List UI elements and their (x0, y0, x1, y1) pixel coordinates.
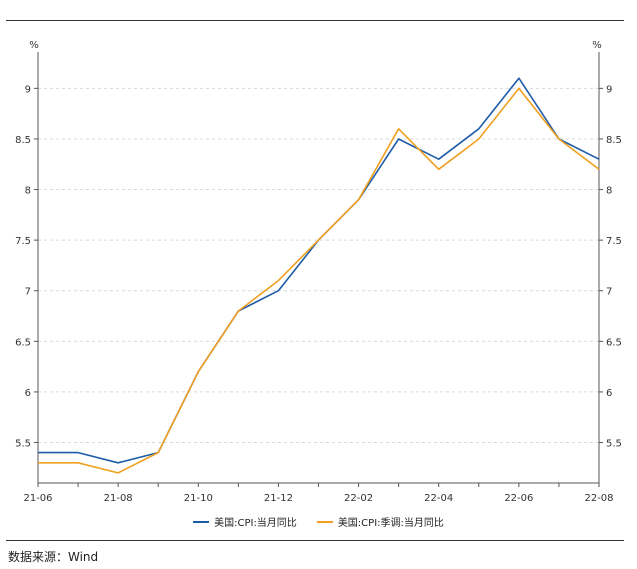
y-tick-label-right: 9 (606, 84, 612, 95)
x-tick-label: 22-08 (584, 493, 613, 504)
legend-item-series-1: 美国:CPI:当月同比 (193, 514, 297, 529)
legend-swatch-series-1 (193, 520, 210, 523)
axes (34, 52, 603, 487)
y-tick-label-left: 8.5 (15, 135, 31, 146)
y-unit-label-left: % (29, 40, 39, 51)
y-tick-label-left: 5.5 (15, 439, 31, 450)
y-tick-label-right: 7 (606, 287, 612, 298)
y-tick-label-right: 5.5 (606, 439, 622, 450)
y-tick-label-left: 7 (25, 287, 31, 298)
x-tick-label: 22-04 (424, 493, 453, 504)
top-rule (6, 20, 624, 21)
legend: 美国:CPI:当月同比 美国:CPI:季调:当月同比 (0, 514, 637, 529)
bottom-rule (6, 540, 624, 541)
x-tick-label: 21-06 (23, 493, 52, 504)
grid-lines (38, 87, 599, 444)
line-chart: 5.5 5.5 6 6 6.5 6.5 7 7 7.5 7.5 8 8 8.5 8.5 9 9% % 21-06 2… (15, 40, 622, 504)
x-tick-label: 21-12 (264, 493, 293, 504)
x-tick-label: 22-06 (504, 493, 533, 504)
legend-label-series-2: 美国:CPI:季调:当月同比 (337, 518, 444, 529)
x-tick-label: 21-10 (184, 493, 213, 504)
series-line-2 (38, 87, 600, 474)
y-tick-label-left: 6 (25, 388, 31, 399)
legend-item-series-2: 美国:CPI:季调:当月同比 (316, 514, 444, 529)
y-tick-label-left: 8 (25, 186, 31, 197)
y-tick-label-right: 6 (606, 388, 612, 399)
y-unit-label-right: % (592, 40, 602, 51)
series-lines (38, 77, 600, 474)
x-tick-label: 22-02 (344, 493, 373, 504)
y-tick-label-left: 6.5 (15, 337, 31, 348)
source-note: 数据来源：Wind (8, 550, 99, 564)
y-tick-label-right: 6.5 (606, 337, 622, 348)
x-tick-label: 21-08 (104, 493, 133, 504)
y-tick-label-left: 7.5 (15, 236, 31, 247)
series-line-1 (38, 77, 600, 464)
legend-swatch-series-2 (316, 520, 333, 523)
y-tick-label-left: 9 (25, 84, 31, 95)
y-tick-label-right: 8 (606, 186, 612, 197)
legend-label-series-1: 美国:CPI:当月同比 (214, 518, 297, 529)
tick-labels: 5.5 5.5 6 6 6.5 6.5 7 7 7.5 7.5 8 8 8.5 8.5 9 9% % 21-06 2… (15, 40, 622, 504)
y-tick-label-right: 7.5 (606, 236, 622, 247)
y-tick-label-right: 8.5 (606, 135, 622, 146)
